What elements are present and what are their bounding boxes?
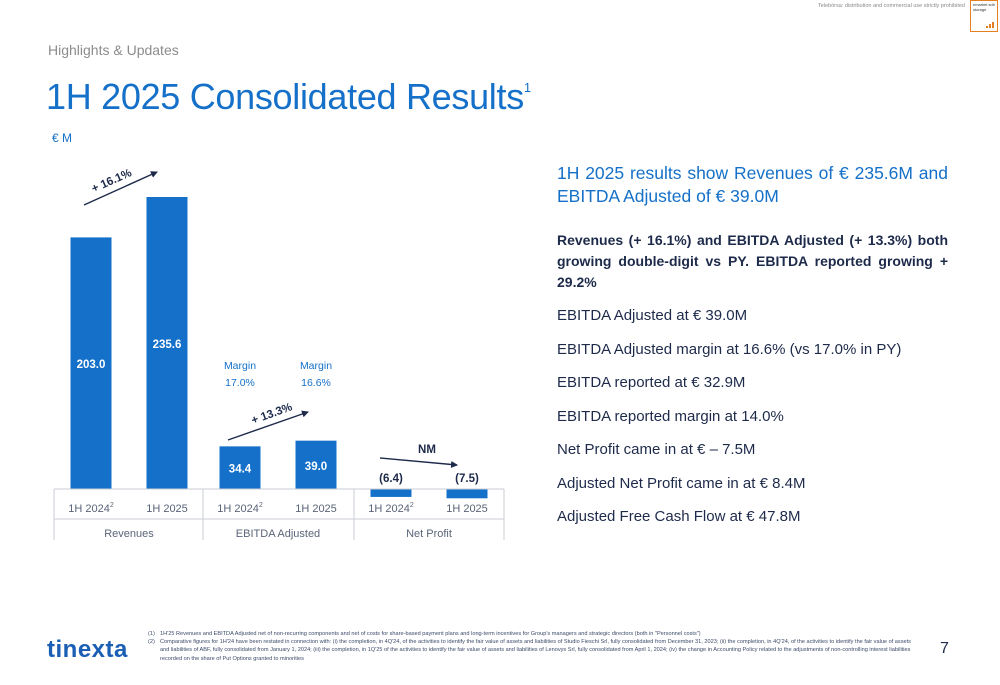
net-profit-change-arrow [379, 457, 458, 468]
summary-item: EBITDA Adjusted margin at 16.6% (vs 17.0… [557, 340, 902, 358]
footnote-number: (1) [148, 631, 155, 637]
emarket-logo-text: emarket sdir storage [973, 2, 996, 12]
summary-headline: 1H 2025 results show Revenues of € 235.6… [557, 163, 948, 206]
summary-item: EBITDA Adjusted at € 39.0M [557, 307, 748, 324]
footnotes: (1) 1H'25 Revenues and EBITDA Adjusted n… [148, 630, 918, 663]
section-label: Highlights & Updates [48, 42, 179, 58]
distribution-disclaimer: Telebórsa: distribution and commercial u… [817, 3, 965, 9]
data-label: (6.4) [379, 473, 403, 485]
category-label: 1H 20242 [368, 502, 414, 515]
summary-list: EBITDA Adjusted at € 39.0M EBITDA Adjust… [557, 305, 901, 540]
category-label: 1H 20242 [68, 502, 114, 515]
revenues-growth-arrow [83, 171, 158, 206]
footnote-text: 1H'25 Revenues and EBITDA Adjusted net o… [160, 631, 701, 637]
summary-item: EBITDA reported at € 32.9M [557, 374, 746, 391]
ebitda-growth-label: + 13.3% [250, 401, 294, 427]
group-label: EBITDA Adjusted [236, 528, 320, 540]
group-label: Net Profit [406, 528, 452, 540]
footnote-number: (2) [148, 639, 155, 646]
margin-value: 17.0% [225, 377, 255, 389]
group-label: Revenues [104, 528, 154, 540]
footnote: (2) Comparative figures for 1H'24 have b… [148, 638, 918, 663]
summary-item: Net Profit came in at € – 7.5M [557, 441, 756, 458]
summary-item: Adjusted Free Cash Flow at € 47.8M [557, 508, 801, 525]
ebitda-growth-arrow [227, 410, 309, 441]
category-label: 1H 2025 [446, 503, 488, 515]
margin-label: Margin [300, 360, 332, 372]
footnote-text: Comparative figures for 1H'24 have been … [160, 639, 911, 662]
page-title-text: 1H 2025 Consolidated Results [46, 76, 524, 117]
emarket-storage-logo: emarket sdir storage [970, 0, 998, 32]
category-label: 1H 2025 [146, 503, 188, 515]
bar [370, 489, 412, 497]
bar [219, 446, 261, 489]
margin-label: Margin [224, 360, 256, 372]
bar [295, 440, 337, 489]
net-profit-change-label: NM [418, 444, 436, 456]
bar [446, 489, 488, 499]
page-title: 1H 2025 Consolidated Results1 [46, 76, 531, 118]
summary-item: Adjusted Net Profit came in at € 8.4M [557, 474, 806, 492]
unit-label: € M [52, 131, 73, 145]
revenues-growth-label: + 16.1% [90, 167, 134, 195]
data-label: 39.0 [305, 461, 327, 473]
category-label: 1H 2025 [295, 503, 337, 515]
page-number: 7 [940, 640, 949, 657]
margin-value: 16.6% [301, 377, 331, 389]
tinexta-logo: tinexta [47, 636, 128, 663]
category-label: 1H 20242 [217, 502, 263, 515]
bars-icon [986, 22, 994, 28]
bar [146, 197, 188, 489]
data-label: 34.4 [229, 464, 252, 476]
summary-highlight: Revenues (+ 16.1%) and EBITDA Adjusted (… [557, 232, 948, 290]
bar [70, 237, 112, 489]
footnote: (1) 1H'25 Revenues and EBITDA Adjusted n… [148, 630, 918, 638]
data-label: 235.6 [153, 339, 182, 351]
page-title-footnote-ref: 1 [523, 80, 531, 95]
summary-item: EBITDA reported margin at 14.0% [557, 407, 784, 425]
data-label: 203.0 [77, 359, 106, 371]
data-label: (7.5) [455, 473, 479, 485]
